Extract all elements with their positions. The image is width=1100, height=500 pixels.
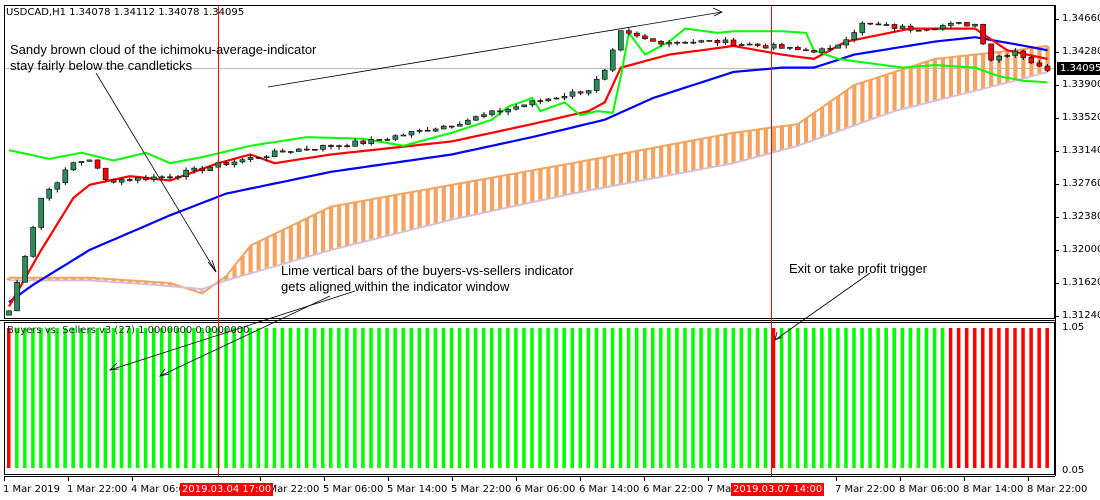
cloud-annotation-line2: stay fairly below the candleticks bbox=[10, 58, 193, 73]
time-label: 5 Mar 06:00 bbox=[323, 484, 384, 495]
price-tick: 1.32000 bbox=[1062, 244, 1100, 255]
time-axis-ticks bbox=[4, 476, 1029, 481]
symbol-header: USDCAD,H1 1.34078 1.34112 1.34078 1.3409… bbox=[6, 7, 245, 18]
candlesticks bbox=[6, 21, 1051, 316]
price-tick: 1.33140 bbox=[1062, 145, 1100, 156]
time-label: 4 Mar 22:00 bbox=[259, 484, 320, 495]
price-tick: 1.34660 bbox=[1062, 13, 1100, 24]
time-label: 4 Mar 06:00 bbox=[131, 484, 192, 495]
annotation-arrows bbox=[95, 7, 871, 377]
indicator-scale-bottom: 0.05 bbox=[1062, 465, 1085, 476]
time-label: 1 Mar 2019 bbox=[3, 484, 61, 495]
time-highlight: 2019.03.04 17:00 bbox=[180, 483, 274, 496]
indicator-scale-top: 1.05 bbox=[1062, 322, 1085, 333]
price-tick: 1.31620 bbox=[1062, 277, 1100, 288]
time-highlight: 2019.03.07 14:00 bbox=[731, 483, 825, 496]
time-label: 8 Mar 06:00 bbox=[899, 484, 960, 495]
price-tick: 1.33520 bbox=[1062, 112, 1100, 123]
price-tick: 1.33900 bbox=[1062, 79, 1100, 90]
time-label: 5 Mar 22:00 bbox=[451, 484, 512, 495]
cloud-annotation-line1: Sandy brown cloud of the ichimoku-averag… bbox=[10, 42, 317, 57]
bars-annotation-line2: gets aligned within the indicator window bbox=[281, 279, 510, 294]
price-tick: 1.32380 bbox=[1062, 211, 1100, 222]
price-tick: 1.32760 bbox=[1062, 178, 1100, 189]
time-label: 6 Mar 06:00 bbox=[515, 484, 576, 495]
ichimoku-cloud bbox=[7, 44, 1050, 295]
time-label: 6 Mar 14:00 bbox=[579, 484, 640, 495]
price-tick: 1.31240 bbox=[1062, 310, 1100, 321]
exit-annotation: Exit or take profit trigger bbox=[789, 261, 927, 276]
indicator-frame bbox=[4, 322, 1055, 475]
current-price-badge: 1.34095 bbox=[1057, 62, 1100, 75]
time-label: 1 Mar 22:00 bbox=[67, 484, 128, 495]
time-label: 8 Mar 22:00 bbox=[1027, 484, 1088, 495]
time-label: 6 Mar 22:00 bbox=[643, 484, 704, 495]
indicator-title: Buyers vs. Sellers v3 (27) 1.0000000 0.0… bbox=[7, 325, 250, 336]
indicator-lines bbox=[8, 27, 1048, 307]
price-tick: 1.34280 bbox=[1062, 46, 1100, 57]
main-chart-frame bbox=[4, 5, 1055, 319]
time-label: 5 Mar 14:00 bbox=[387, 484, 448, 495]
buyers-vs-sellers-bars bbox=[7, 328, 1049, 468]
bars-annotation-line1: Lime vertical bars of the buyers-vs-sell… bbox=[281, 263, 574, 278]
time-label: 7 Mar 22:00 bbox=[835, 484, 896, 495]
time-label: 8 Mar 14:00 bbox=[963, 484, 1024, 495]
price-axis-ticks bbox=[1055, 5, 1059, 476]
